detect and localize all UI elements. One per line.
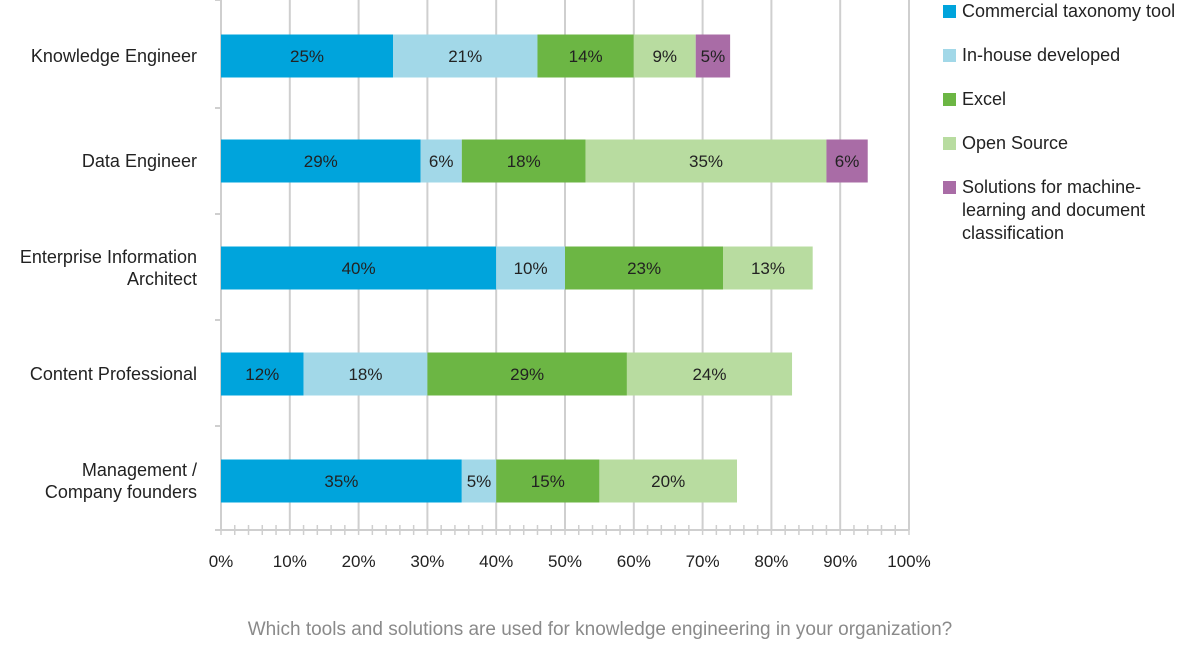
bar-value-label: 21% — [448, 47, 482, 66]
bar-segment — [599, 459, 737, 503]
legend-item-commercial: Commercial taxonomy tool — [943, 0, 1200, 23]
category-label: Content Professional — [30, 364, 197, 384]
category-label: Enterprise Information — [20, 247, 197, 267]
x-tick-label: 30% — [410, 552, 444, 571]
legend-item-open-source: Open Source — [943, 132, 1200, 155]
bar-value-label: 25% — [290, 47, 324, 66]
bar-segment — [496, 246, 565, 290]
bar-value-label: 18% — [507, 152, 541, 171]
bar-segment — [461, 459, 497, 503]
bar-segment — [723, 246, 813, 290]
x-tick-label: 80% — [754, 552, 788, 571]
category-label: Knowledge Engineer — [31, 46, 197, 66]
bar-segment — [221, 139, 421, 183]
bar-value-label: 12% — [245, 365, 279, 384]
legend-label-excel: Excel — [962, 89, 1007, 109]
bar-value-label: 6% — [835, 152, 860, 171]
x-tick-label: 50% — [548, 552, 582, 571]
bar-value-label: 40% — [342, 259, 376, 278]
bar-segment — [393, 34, 538, 78]
bar-segment — [221, 459, 462, 503]
category-label: Management / — [82, 460, 197, 480]
bar-segment — [826, 139, 868, 183]
bar-value-label: 24% — [692, 365, 726, 384]
x-tick-label: 20% — [342, 552, 376, 571]
legend-item-excel: Excel — [943, 88, 1200, 111]
bar-value-label: 9% — [652, 47, 677, 66]
legend-swatch-commercial — [943, 5, 956, 18]
bar-value-label: 6% — [429, 152, 454, 171]
chart-caption: Which tools and solutions are used for k… — [247, 619, 953, 640]
bar-value-label: 29% — [304, 152, 338, 171]
legend-swatch-excel — [943, 93, 956, 106]
bar-segment — [626, 352, 793, 396]
bar-segment — [496, 459, 600, 503]
bar-segment — [427, 352, 627, 396]
bar-segment — [695, 34, 731, 78]
bar-segment — [565, 246, 724, 290]
bar-value-label: 14% — [569, 47, 603, 66]
bar-value-label: 5% — [467, 472, 492, 491]
bar-value-label: 20% — [651, 472, 685, 491]
x-tick-label: 100% — [887, 552, 930, 571]
bar-value-label: 18% — [348, 365, 382, 384]
category-label: Data Engineer — [82, 151, 197, 171]
bar-segment — [585, 139, 827, 183]
bar-value-label: 5% — [701, 47, 726, 66]
bar-value-label: 23% — [627, 259, 661, 278]
bar-segment — [303, 352, 428, 396]
bar-segment — [461, 139, 586, 183]
bar-value-label: 35% — [324, 472, 358, 491]
legend-item-inhouse: In-house developed — [943, 44, 1200, 67]
x-tick-label: 40% — [479, 552, 513, 571]
x-tick-label: 70% — [686, 552, 720, 571]
legend-swatch-open-source — [943, 137, 956, 150]
bar-value-label: 13% — [751, 259, 785, 278]
legend-label-ml-solutions: Solutions for machine-learning and docum… — [962, 177, 1146, 243]
legend-label-inhouse: In-house developed — [962, 45, 1121, 65]
legend-label-open-source: Open Source — [962, 133, 1069, 153]
bar-segment — [537, 34, 634, 78]
legend-label-commercial: Commercial taxonomy tool — [962, 1, 1176, 21]
bar-segment — [633, 34, 696, 78]
bar-value-label: 10% — [514, 259, 548, 278]
category-label: Company founders — [45, 482, 197, 502]
x-tick-label: 10% — [273, 552, 307, 571]
chart-legend: Commercial taxonomy tool In-house develo… — [943, 0, 1200, 266]
bar-value-label: 15% — [531, 472, 565, 491]
x-tick-label: 0% — [209, 552, 234, 571]
x-tick-label: 90% — [823, 552, 857, 571]
category-label: Architect — [127, 269, 197, 289]
x-tick-label: 60% — [617, 552, 651, 571]
bar-segment — [221, 246, 497, 290]
stacked-bar-chart: 0% 10% 20% 30% 40% 50% 60% 70% 80% 90% 100% Knowled… — [20, 0, 931, 571]
legend-swatch-ml-solutions — [943, 181, 956, 194]
bar-segment — [221, 34, 393, 78]
bar-segment — [420, 139, 462, 183]
legend-item-ml-solutions: Solutions for machine-learning and docum… — [943, 176, 1200, 245]
bar-segment — [221, 352, 304, 396]
bar-value-label: 29% — [510, 365, 544, 384]
bar-value-label: 35% — [689, 152, 723, 171]
legend-swatch-inhouse — [943, 49, 956, 62]
